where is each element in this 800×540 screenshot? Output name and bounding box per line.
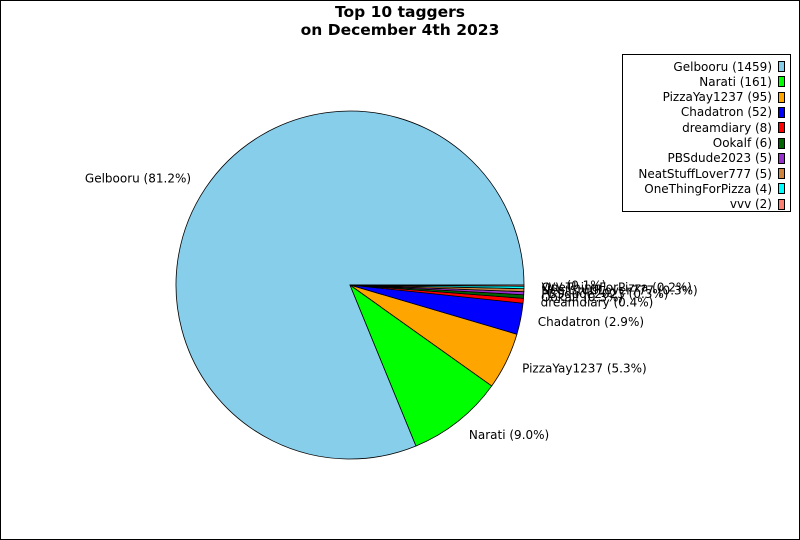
legend-label: vvv (2): [729, 197, 772, 212]
slice-label-gelbooru: Gelbooru (81.2%): [85, 171, 191, 185]
slice-label-neatstufflover777: NeatStuffLover777 (0.3%): [541, 284, 697, 298]
legend-swatch: [778, 106, 785, 118]
chart-legend: Gelbooru (1459) Narati (161) PizzaYay1237 …: [622, 54, 791, 212]
legend-label: NeatStuffLover777 (5): [638, 166, 772, 181]
slice-label-narati: Narati (9.0%): [469, 428, 549, 442]
legend-item-gelbooru: Gelbooru (1459): [673, 59, 785, 74]
chart-title-line-1: Top 10 taggers: [334, 3, 466, 21]
legend-swatch: [778, 198, 785, 210]
legend-swatch: [778, 122, 785, 134]
legend-item-pbsdude2023: PBSdude2023 (5): [668, 151, 785, 166]
legend-label: Narati (161): [699, 74, 772, 89]
chart-title: Top 10 taggers on December 4th 2023: [0, 3, 800, 39]
legend-item-chadatron: Chadatron (52): [681, 105, 785, 120]
legend-swatch: [778, 152, 785, 164]
legend-item-onethingforpizza: OneThingForPizza (4): [644, 181, 785, 196]
legend-swatch: [778, 61, 785, 72]
legend-label: dreamdiary (8): [682, 120, 772, 135]
legend-label: Chadatron (52): [680, 105, 772, 120]
slice-label-pizzayay1237: PizzaYay1237 (5.3%): [522, 362, 647, 376]
legend-label: PBSdude2023 (5): [667, 151, 772, 166]
legend-item-dreamdiary: dreamdiary (8): [682, 120, 785, 135]
legend-item-narati: Narati (161): [699, 74, 785, 89]
slice-label-onethingforpizza: OneThingForPizza (0.2%): [541, 281, 692, 295]
legend-swatch: [778, 168, 785, 180]
legend-item-ookalf: Ookalf (6): [713, 136, 785, 151]
chart-title-line-2: on December 4th 2023: [300, 21, 500, 39]
legend-label: Gelbooru (1459): [673, 59, 772, 74]
slice-label-chadatron: Chadatron (2.9%): [538, 315, 644, 329]
legend-swatch: [778, 91, 785, 103]
slice-label-dreamdiary: dreamdiary (0.4%): [541, 295, 654, 309]
legend-label: Ookalf (6): [712, 136, 772, 150]
legend-label: OneThingForPizza (4): [644, 181, 772, 196]
legend-item-pizzayay1237: PizzaYay1237 (95): [663, 90, 785, 105]
legend-label: PizzaYay1237 (95): [662, 90, 772, 105]
pie-slices: [175, 110, 525, 460]
slice-label-ookalf: Ookalf (0.3%): [541, 291, 623, 305]
pie-slice-vvv: [349, 284, 525, 287]
legend-swatch: [778, 137, 785, 149]
legend-swatch: [778, 76, 785, 88]
slice-label-pbsdude2023: PBSdude2023 (0.3%): [541, 287, 668, 301]
legend-item-vvv: vvv (2): [730, 197, 785, 212]
slice-label-vvv: vvv (0.1%): [541, 279, 606, 293]
legend-swatch: [778, 183, 785, 195]
pie-labels: Gelbooru (81.2%) Narati (9.0%) PizzaYay123…: [85, 171, 698, 442]
legend-item-neatstufflover777: NeatStuffLover777 (5): [638, 166, 785, 181]
pie-slice-narati: [349, 284, 493, 447]
